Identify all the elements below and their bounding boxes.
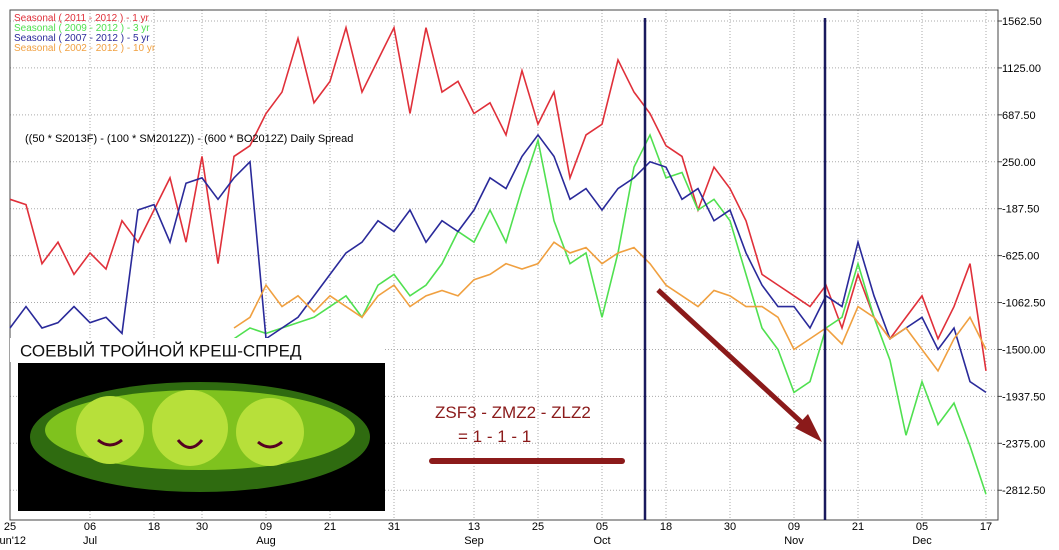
overlay-title: СОЕВЫЙ ТРОЙНОЙ КРЕШ-СПРЕД <box>20 341 302 360</box>
series-line <box>233 132 987 495</box>
y-tick-label: -1062.50 <box>1002 298 1045 310</box>
arrow <box>656 288 822 442</box>
lines <box>9 24 987 495</box>
series-line <box>9 24 987 372</box>
legend: Seasonal ( 2011 - 2012 ) - 1 yrSeasonal … <box>14 13 156 54</box>
x-tick-label: 05 Oct <box>593 521 610 547</box>
x-tick-label: 25 <box>532 521 544 533</box>
legend-entry: Seasonal ( 2007 - 2012 ) - 5 yr <box>14 33 150 44</box>
legend-entry: Seasonal ( 2002 - 2012 ) - 10 yr <box>14 43 156 54</box>
smiles <box>97 438 283 449</box>
y-tick-label: -2375.00 <box>1002 438 1045 450</box>
grid <box>9 10 998 520</box>
plot-frame <box>9 9 999 521</box>
y-tick-label: 250.00 <box>1002 157 1036 169</box>
x-tick-label: 31 <box>388 521 400 533</box>
y-tick-label: 687.50 <box>1002 110 1036 122</box>
arrow-head <box>795 414 822 442</box>
x-tick-label: 30 <box>724 521 736 533</box>
y-tick-label: -2812.50 <box>1002 485 1045 497</box>
pea <box>152 390 228 466</box>
series-line <box>9 133 987 394</box>
arrow-shaft <box>656 288 814 434</box>
y-tick-label: 1562.50 <box>1002 16 1042 28</box>
x-tick-label: 30 <box>196 521 208 533</box>
y-tick-label: -1500.00 <box>1002 344 1045 356</box>
legend-entry: Seasonal ( 2009 - 2012 ) - 3 yr <box>14 23 150 34</box>
pea <box>236 398 304 466</box>
y-tick-label: 1125.00 <box>1002 63 1041 75</box>
overlay: СОЕВЫЙ ТРОЙНОЙ КРЕШ-СПРЕД <box>10 338 385 511</box>
x-tick-label: 21 <box>324 521 336 533</box>
y-tick-label: -625.00 <box>1002 251 1039 263</box>
y-tick-label: -187.50 <box>1002 204 1039 216</box>
annotation: ((50 * S2013F) - (100 * SM2012Z)) - (600… <box>25 133 353 145</box>
x-tick-label: 21 <box>852 521 864 533</box>
overlay-bg <box>10 338 385 362</box>
x-tick-label: 17 <box>980 521 992 533</box>
x-tick-label: 13 Sep <box>464 521 484 547</box>
formula: ZSF3 - ZMZ2 - ZLZ2 <box>435 403 591 422</box>
x-tick-label: 25Jun'12 <box>0 521 26 547</box>
x-tick-label: 05 Dec <box>912 521 932 547</box>
pea <box>76 396 144 464</box>
y-tick-label: -1937.50 <box>1002 391 1045 403</box>
series-line <box>233 241 987 373</box>
ratio: = 1 - 1 - 1 <box>458 427 531 446</box>
x-tick-label: 09 Nov <box>784 521 804 547</box>
axes: 1562.50 1125.00 687.50 250.00 -187.50 -625.00… <box>0 16 1045 547</box>
x-tick-label: 09 Aug <box>256 521 276 547</box>
x-tick-label: 18 <box>148 521 160 533</box>
legend-entry: Seasonal ( 2011 - 2012 ) - 1 yr <box>14 13 150 24</box>
x-tick-label: 06 Jul <box>83 521 97 547</box>
x-tick-label: 18 <box>660 521 672 533</box>
